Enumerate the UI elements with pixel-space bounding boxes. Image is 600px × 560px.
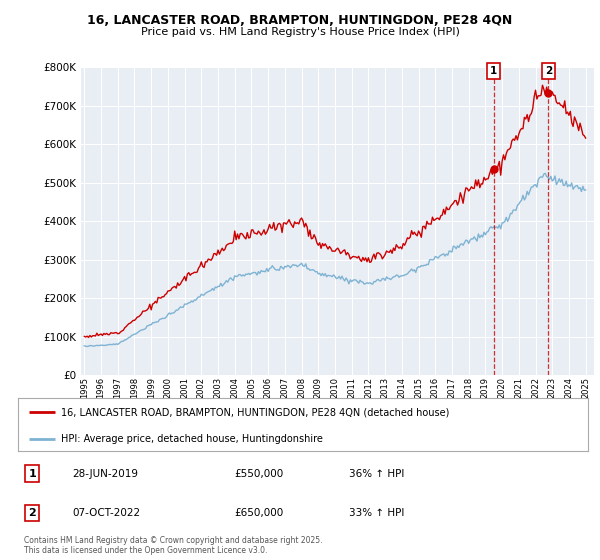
Text: Contains HM Land Registry data © Crown copyright and database right 2025.
This d: Contains HM Land Registry data © Crown c… — [24, 536, 322, 556]
Text: 16, LANCASTER ROAD, BRAMPTON, HUNTINGDON, PE28 4QN (detached house): 16, LANCASTER ROAD, BRAMPTON, HUNTINGDON… — [61, 408, 449, 418]
Text: 33% ↑ HPI: 33% ↑ HPI — [349, 508, 404, 518]
Text: £650,000: £650,000 — [235, 508, 284, 518]
Text: 07-OCT-2022: 07-OCT-2022 — [72, 508, 140, 518]
Text: 1: 1 — [28, 469, 36, 479]
Text: 2: 2 — [28, 508, 36, 518]
Text: 28-JUN-2019: 28-JUN-2019 — [72, 469, 138, 479]
Text: HPI: Average price, detached house, Huntingdonshire: HPI: Average price, detached house, Hunt… — [61, 434, 323, 444]
Text: £550,000: £550,000 — [235, 469, 284, 479]
Text: 36% ↑ HPI: 36% ↑ HPI — [349, 469, 404, 479]
Text: 1: 1 — [490, 66, 497, 76]
Text: Price paid vs. HM Land Registry's House Price Index (HPI): Price paid vs. HM Land Registry's House … — [140, 27, 460, 37]
Text: 2: 2 — [545, 66, 552, 76]
Text: 16, LANCASTER ROAD, BRAMPTON, HUNTINGDON, PE28 4QN: 16, LANCASTER ROAD, BRAMPTON, HUNTINGDON… — [88, 14, 512, 27]
